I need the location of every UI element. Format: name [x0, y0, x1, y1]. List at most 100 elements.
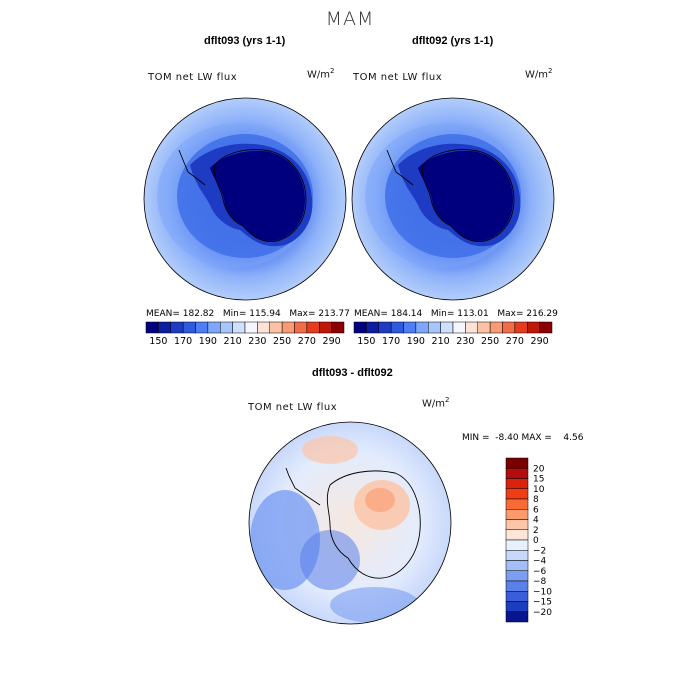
colorbar-right: 150 170 190 210 230 250 270 290	[353, 321, 553, 347]
colorbar-swatch	[505, 591, 529, 602]
antarctica-land-right	[418, 150, 513, 241]
colorbar-swatch	[505, 550, 529, 561]
colorbar-swatch	[257, 321, 270, 334]
colorbar-tick-label: 20	[533, 464, 545, 474]
map-border-left	[143, 97, 347, 301]
colorbar-swatch	[505, 529, 529, 541]
colorbar-swatch	[505, 488, 529, 500]
colorbar-tick-label: 230	[248, 336, 266, 347]
colorbar-swatch	[244, 321, 258, 334]
colorbar-swatch	[182, 321, 196, 334]
season-title: MAM	[325, 8, 375, 30]
units-label-right: W/m2	[525, 67, 553, 81]
diff-negative-center	[300, 530, 360, 590]
colorbar-swatch	[353, 321, 367, 334]
variable-label-diff: TOM net LW flux	[248, 402, 338, 413]
colorbar-tick-label: 230	[456, 336, 474, 347]
variable-label-left: TOM net LW flux	[148, 72, 238, 83]
map-left	[144, 98, 346, 300]
map-border-diff	[248, 421, 452, 625]
colorbar-swatch	[158, 321, 171, 334]
colorbar-swatch	[505, 509, 529, 520]
colorbar-tick-label: −20	[533, 608, 552, 618]
colorbar-tick-label: 10	[533, 485, 545, 495]
colorbar-swatch	[539, 321, 553, 334]
colorbar-swatch	[505, 457, 529, 469]
panel-title-diff: dflt093 - dflt092	[312, 367, 393, 379]
colorbar-tick-label: 250	[273, 336, 291, 347]
colorbar-swatch	[505, 468, 529, 479]
colorbar-tick-label: −6	[533, 567, 547, 577]
coastline-left	[178, 149, 307, 242]
colorbar-swatch	[170, 321, 184, 334]
colorbar-tick-label: 210	[432, 336, 450, 347]
colorbar-swatch	[390, 321, 404, 334]
colorbar-swatch	[502, 321, 516, 334]
colorbar-tick-label: 150	[357, 336, 375, 347]
colorbar-swatch	[331, 321, 345, 334]
colorbar-swatch	[294, 321, 308, 334]
colorbar-swatch	[505, 519, 529, 530]
panel-title-right: dflt092 (yrs 1-1)	[412, 35, 494, 47]
colorbar-tick-label: 15	[533, 475, 544, 485]
map-right	[352, 98, 554, 300]
colorbar-swatch	[220, 321, 233, 334]
variable-label-right: TOM net LW flux	[353, 72, 443, 83]
colorbar-swatch	[505, 539, 529, 551]
colorbar-tick-label: −15	[533, 598, 552, 608]
colorbar-tick-label: 190	[407, 336, 425, 347]
colorbar-swatch	[514, 321, 528, 334]
colorbar-tick-label: 6	[533, 505, 539, 515]
colorbar-swatch	[319, 321, 332, 334]
colorbar-swatch	[505, 478, 529, 489]
colorbar-swatch	[505, 498, 529, 510]
colorbar-tick-label: 170	[382, 336, 400, 347]
colorbar-swatch	[505, 580, 529, 592]
colorbar-swatch	[145, 321, 159, 334]
colorbar-swatch	[378, 321, 392, 334]
colorbar-swatch	[440, 321, 454, 334]
colorbar-tick-label: −8	[533, 577, 547, 587]
colorbar-swatch	[505, 570, 529, 582]
colorbar-tick-label: 290	[323, 336, 341, 347]
units-label-left: W/m2	[307, 67, 335, 81]
colorbar-swatch	[489, 321, 503, 334]
map-border-right	[351, 97, 555, 301]
colorbar-tick-label: −2	[533, 546, 546, 556]
colorbar-swatch	[415, 321, 429, 334]
colorbar-tick-label: 250	[481, 336, 499, 347]
stats-diff: MIN = -8.40 MAX = 4.56	[462, 433, 584, 443]
colorbar-tick-label: 190	[199, 336, 217, 347]
colorbar-tick-label: 270	[298, 336, 316, 347]
colorbar-tick-label: 8	[533, 495, 539, 505]
colorbar-tick-label: 210	[224, 336, 242, 347]
colorbar-tick-label: 290	[531, 336, 549, 347]
colorbar-swatch	[195, 321, 209, 334]
diff-positive-north	[302, 436, 358, 464]
colorbar-swatch	[403, 321, 417, 334]
colorbar-swatch	[465, 321, 478, 334]
stats-left: MEAN= 182.82 Min= 115.94 Max= 213.77	[146, 309, 350, 319]
map-diff	[249, 422, 451, 624]
colorbar-swatch	[269, 321, 283, 334]
units-label-diff: W/m2	[422, 396, 450, 410]
colorbar-swatch	[452, 321, 466, 334]
colorbar-tick-label: 270	[506, 336, 524, 347]
coastline-diff	[285, 467, 421, 579]
colorbar-swatch	[366, 321, 379, 334]
colorbar-tick-label: 170	[174, 336, 192, 347]
colorbar-tick-label: −10	[533, 587, 552, 597]
colorbar-tick-label: 150	[149, 336, 167, 347]
colorbar-tick-label: 2	[533, 526, 539, 536]
colorbar-swatch	[505, 560, 529, 571]
colorbar-swatch	[505, 601, 529, 612]
coastline-right	[386, 149, 515, 242]
colorbar-swatch	[527, 321, 540, 334]
diff-negative-south	[330, 587, 420, 623]
colorbar-tick-label: 4	[533, 516, 539, 526]
antarctica-land-left	[210, 150, 305, 241]
colorbar-swatch	[281, 321, 295, 334]
colorbar-tick-label: −4	[533, 557, 547, 567]
